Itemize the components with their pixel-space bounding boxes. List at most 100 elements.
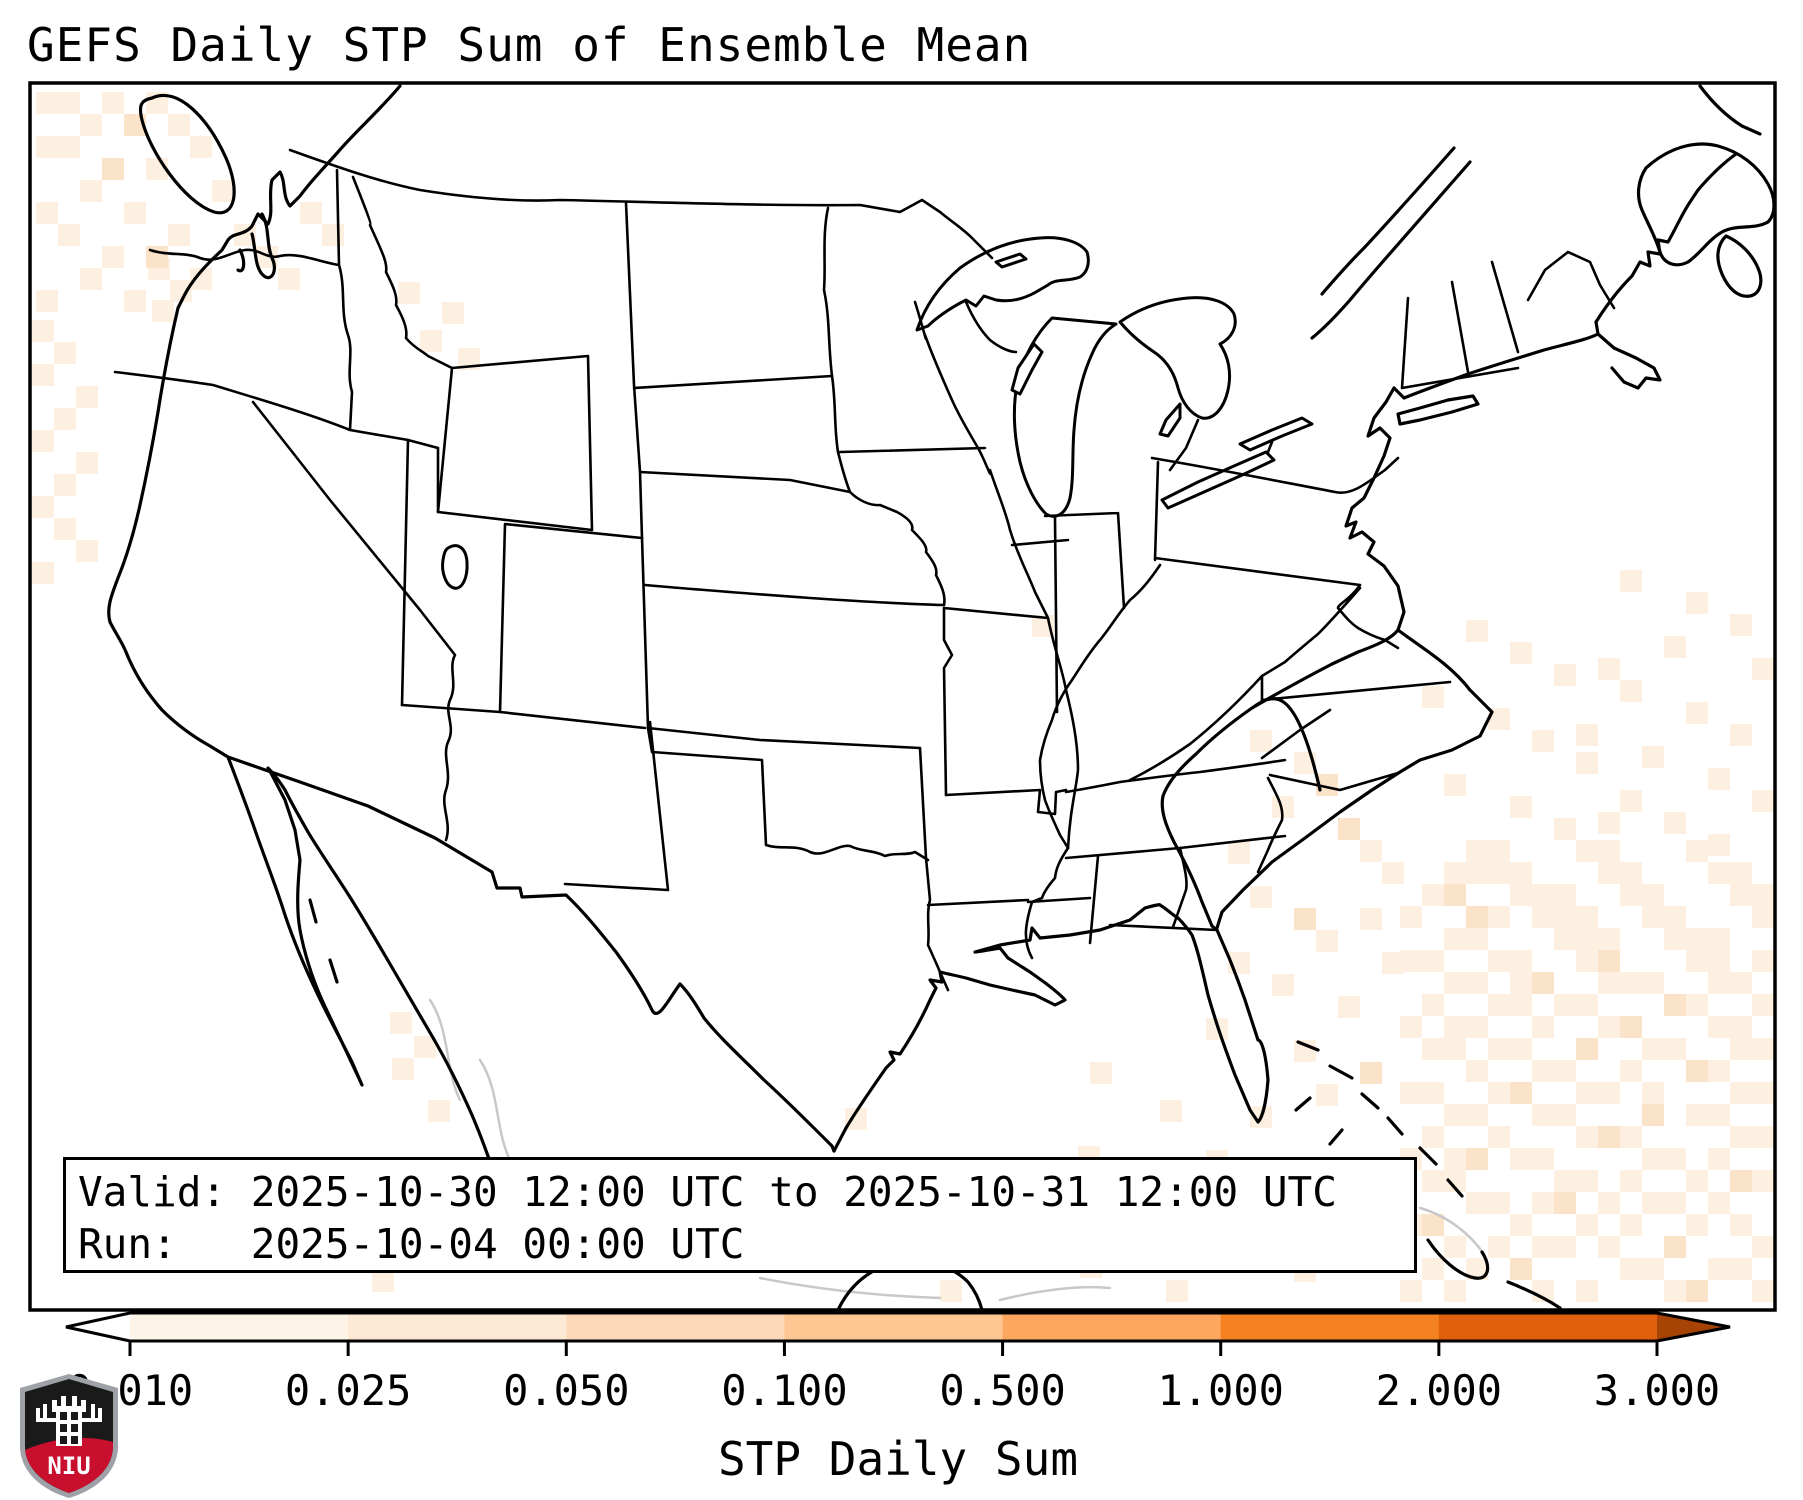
new-england-coast [1392, 152, 1738, 400]
shade-block [1510, 994, 1532, 1016]
shade-block [1444, 1038, 1466, 1060]
colorbar-segment [1220, 1313, 1440, 1341]
shade-block [1620, 1060, 1642, 1082]
outer-banks [1215, 628, 1494, 930]
shade-block [1730, 1170, 1752, 1192]
shade-block [1620, 1170, 1642, 1192]
shade-block [1532, 1236, 1554, 1258]
shade-block [1730, 614, 1752, 636]
shade-block [212, 180, 234, 202]
shade-block [1466, 1258, 1488, 1280]
shade-block [1752, 950, 1774, 972]
shade-block [1466, 1060, 1488, 1082]
shade-block [1664, 812, 1686, 834]
shade-block [1576, 1082, 1598, 1104]
colorbar-axis-label: STP Daily Sum [717, 1432, 1079, 1486]
shade-block [58, 224, 80, 246]
shade-block [1360, 840, 1382, 862]
shade-block [1664, 994, 1686, 1016]
shade-block [1708, 1060, 1730, 1082]
shade-block [1576, 950, 1598, 972]
shade-block [1272, 796, 1294, 818]
shade-block [1708, 1258, 1730, 1280]
shade-block [1294, 908, 1316, 930]
shade-block [1664, 1148, 1686, 1170]
shade-block [1664, 1038, 1686, 1060]
shade-block [1316, 930, 1338, 952]
shade-block [300, 202, 322, 224]
shade-block [1642, 906, 1664, 928]
shade-block [1466, 1016, 1488, 1038]
shade-block [1598, 1082, 1620, 1104]
shade-block [414, 1036, 436, 1058]
shade-block [1752, 1126, 1774, 1148]
shade-block [1576, 1170, 1598, 1192]
shade-block [1488, 708, 1510, 730]
shade-block [1510, 884, 1532, 906]
shade-block [36, 92, 58, 114]
great-salt-lake [441, 544, 469, 590]
colorbar-tick-label: 0.025 [285, 1366, 411, 1415]
great-lakes [441, 236, 1314, 590]
shade-block [1576, 724, 1598, 746]
shade-block [1730, 1258, 1752, 1280]
us-mexico-border [226, 755, 836, 1153]
shade-block [1166, 1280, 1188, 1302]
shade-block [1250, 730, 1272, 752]
shade-block [1642, 1082, 1664, 1104]
shade-block [1598, 950, 1620, 972]
shade-block [1598, 1236, 1620, 1258]
shade-block [1532, 730, 1554, 752]
shade-block [190, 136, 212, 158]
shade-block [1466, 928, 1488, 950]
shade-block [1620, 862, 1642, 884]
colorbar-under-arrow [66, 1313, 130, 1341]
shade-block [1554, 906, 1576, 928]
shade-block [1510, 1038, 1532, 1060]
shade-block [1488, 994, 1510, 1016]
shade-block [1620, 570, 1642, 592]
shade-block [1444, 884, 1466, 906]
shade-block [1686, 1280, 1708, 1302]
shade-block [1554, 818, 1576, 840]
shade-block [1686, 950, 1708, 972]
shade-block [1532, 1060, 1554, 1082]
shade-block [1576, 1214, 1598, 1236]
shade-block [1576, 840, 1598, 862]
shade-block [1598, 972, 1620, 994]
shade-block [1382, 862, 1404, 884]
shade-block [1488, 862, 1510, 884]
shade-block [458, 348, 480, 370]
cuba-east [1426, 1238, 1562, 1310]
shade-block [1466, 906, 1488, 928]
shade-block [124, 290, 146, 312]
shade-block [1752, 906, 1774, 928]
shade-block [1708, 1016, 1730, 1038]
shade-block [1488, 1236, 1510, 1258]
shade-block [36, 136, 58, 158]
shade-block [1510, 1258, 1532, 1280]
niu-logo: NIU [20, 1374, 118, 1498]
lake-superior [915, 236, 1090, 332]
shade-block [1686, 1104, 1708, 1126]
shade-block [1664, 636, 1686, 658]
shade-block [1642, 1258, 1664, 1280]
shade-block [1708, 834, 1730, 856]
shade-block [1422, 1038, 1444, 1060]
shade-block [32, 320, 54, 342]
shade-block [76, 540, 98, 562]
shade-block [278, 268, 300, 290]
shade-block [1730, 884, 1752, 906]
shade-block [1664, 928, 1686, 950]
shade-block [1400, 906, 1422, 928]
shade-block [80, 268, 102, 290]
shade-block [1664, 1192, 1686, 1214]
shade-block [1400, 950, 1422, 972]
shade-block [392, 1058, 414, 1080]
shade-block [1554, 1192, 1576, 1214]
shade-block [1444, 972, 1466, 994]
shade-block [1752, 790, 1774, 812]
shade-block [1488, 1192, 1510, 1214]
shade-block [1620, 1016, 1642, 1038]
shade-block [1686, 1214, 1708, 1236]
